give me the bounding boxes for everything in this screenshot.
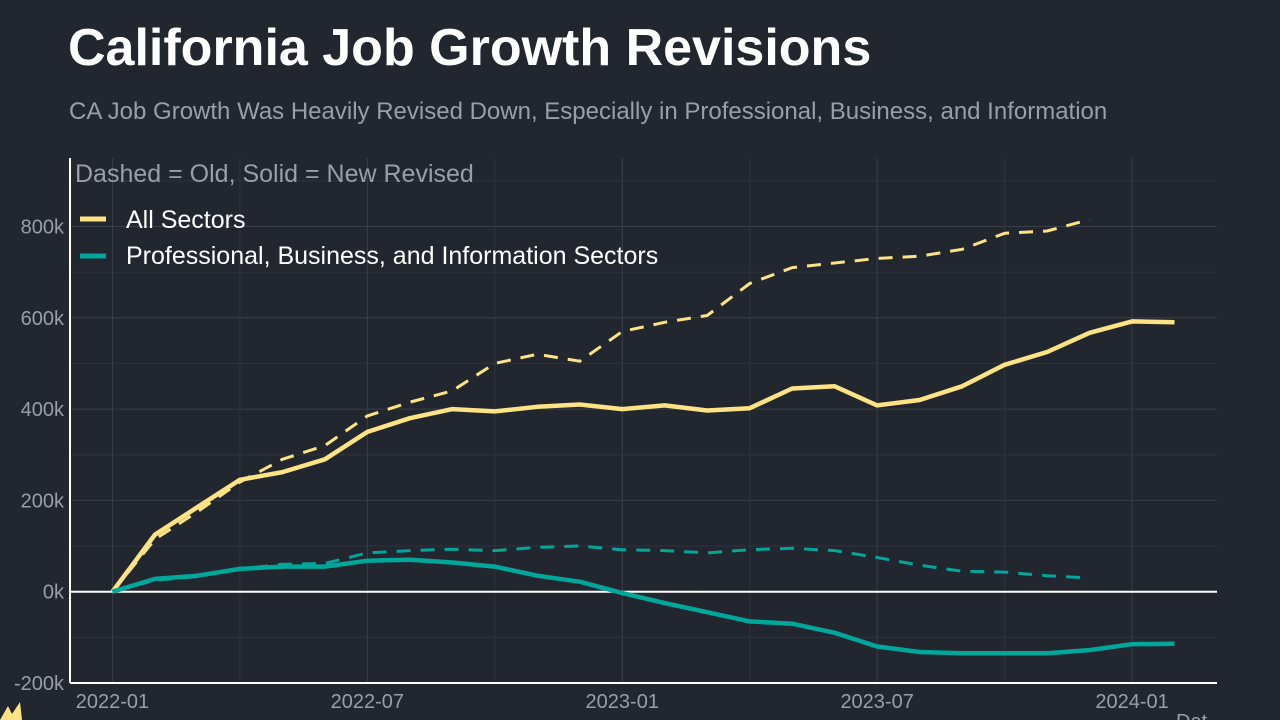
chart-subtitle: CA Job Growth Was Heavily Revised Down, … <box>69 98 1108 125</box>
x-tick-label: 2023-01 <box>586 691 659 713</box>
y-tick-label: 400k <box>21 399 65 421</box>
chart-title: California Job Growth Revisions <box>68 19 872 77</box>
y-tick-label: 0k <box>43 582 65 604</box>
y-tick-label: 800k <box>21 216 65 238</box>
grid <box>69 158 1217 684</box>
legend: Dashed = Old, Solid = New Revised All Se… <box>75 160 658 270</box>
x-tick-label: 2023-07 <box>840 691 913 713</box>
series-lines <box>110 218 1175 656</box>
x-tick-label: 2024-01 <box>1095 691 1168 713</box>
legend-title: Dashed = Old, Solid = New Revised <box>75 160 474 188</box>
y-axis: -200k 0k 200k 400k 600k 800k <box>14 216 65 695</box>
x-tick-label: 2022-07 <box>331 691 404 713</box>
x-tick-label: 2022-01 <box>76 691 149 713</box>
series-line-all-sectors-dashed <box>111 218 1090 593</box>
logo-icon <box>0 702 22 720</box>
series-line-all-sectors-solid <box>110 319 1175 594</box>
y-tick-label: 200k <box>21 490 65 512</box>
x-axis: 2022-01 2022-07 2023-01 2023-07 2024-01 <box>76 691 1169 713</box>
legend-label-professional: Professional, Business, and Information … <box>126 242 658 270</box>
y-tick-label: 600k <box>21 308 65 330</box>
series-line-professional-dashed <box>112 544 1090 594</box>
legend-label-all-sectors: All Sectors <box>126 206 245 234</box>
y-tick-label: -200k <box>14 673 65 695</box>
footer-text: Dat <box>1176 711 1208 720</box>
series-line-professional-solid <box>111 557 1175 656</box>
